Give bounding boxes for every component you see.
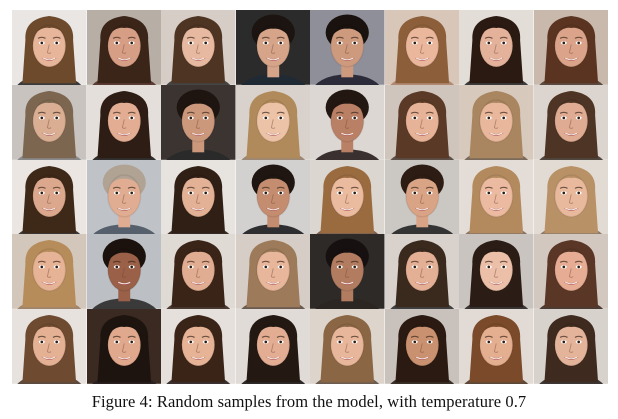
face-sample-image xyxy=(384,309,459,384)
face-sample-image xyxy=(86,159,161,235)
face-sample-image xyxy=(12,234,87,310)
face-sample-image xyxy=(12,10,87,85)
face-sample-image xyxy=(161,10,236,85)
face-sample-image xyxy=(310,10,385,85)
face-sample-image xyxy=(86,10,161,85)
face-sample-image xyxy=(310,309,385,384)
face-sample-image xyxy=(310,159,385,235)
face-sample-image xyxy=(533,159,608,235)
face-sample-image xyxy=(12,159,87,235)
face-sample-image xyxy=(12,84,87,160)
face-sample-image xyxy=(161,309,236,384)
face-sample-image xyxy=(161,84,236,160)
face-sample-image xyxy=(161,234,236,310)
face-sample-image xyxy=(384,10,459,85)
face-sample-image xyxy=(86,84,161,160)
face-sample-image xyxy=(384,84,459,160)
face-sample-image xyxy=(533,84,608,160)
face-sample-image xyxy=(235,159,310,235)
face-sample-image xyxy=(12,309,87,384)
face-sample-image xyxy=(86,309,161,384)
face-sample-image xyxy=(533,309,608,384)
face-sample-image xyxy=(310,234,385,310)
face-sample-image xyxy=(459,84,534,160)
face-sample-image xyxy=(533,10,608,85)
face-sample-image xyxy=(235,234,310,310)
face-sample-image xyxy=(459,234,534,310)
face-sample-image xyxy=(235,309,310,384)
face-sample-image xyxy=(235,10,310,85)
face-sample-image xyxy=(384,234,459,310)
face-sample-image xyxy=(310,84,385,160)
face-sample-image xyxy=(384,159,459,235)
face-sample-image xyxy=(86,234,161,310)
face-sample-image xyxy=(161,159,236,235)
face-sample-image xyxy=(533,234,608,310)
face-sample-image xyxy=(235,84,310,160)
face-sample-image xyxy=(459,309,534,384)
figure-caption: Figure 4: Random samples from the model,… xyxy=(91,392,527,411)
face-sample-image xyxy=(459,10,534,85)
face-sample-image xyxy=(459,159,534,235)
sample-grid xyxy=(12,10,608,384)
